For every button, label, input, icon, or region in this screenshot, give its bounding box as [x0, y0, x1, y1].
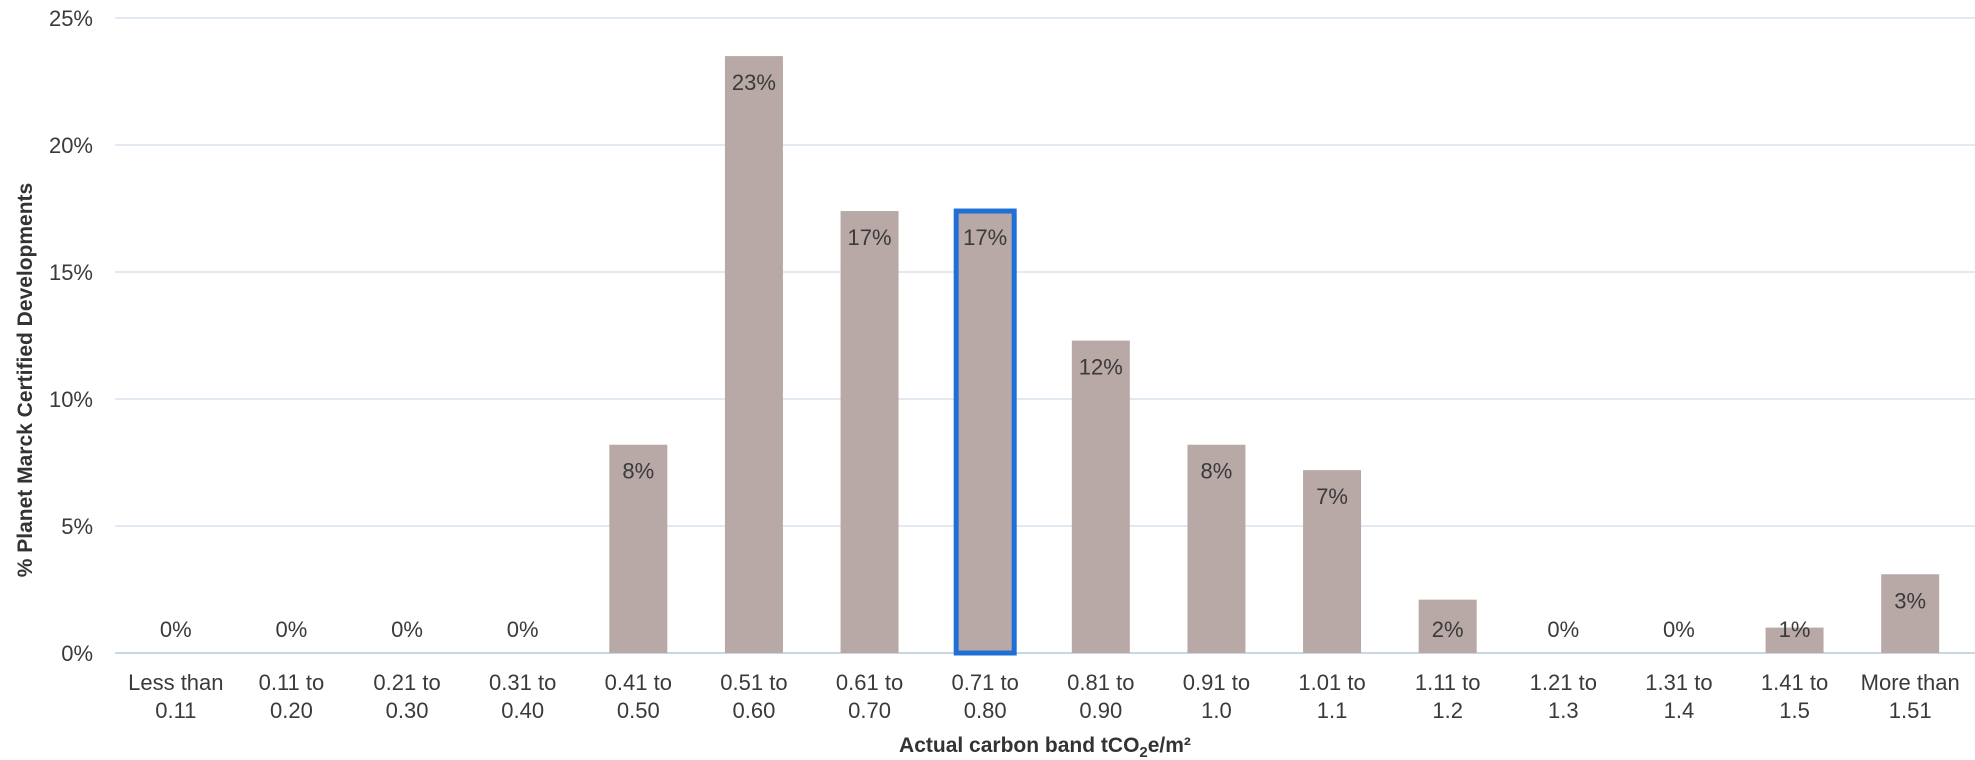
y-tick-label: 5%: [61, 514, 93, 539]
data-label: 8%: [622, 459, 654, 484]
y-tick-label: 0%: [61, 641, 93, 666]
bar: [953, 208, 1017, 656]
x-category-line: 0.30: [386, 698, 429, 723]
x-category-line: 0.40: [501, 698, 544, 723]
x-axis-categories: Less than 0.11 0.11 to 0.20 0.21 to 0.30 0.31 …: [128, 670, 1960, 723]
bar: [1071, 340, 1130, 653]
x-category-line: 1.1: [1317, 698, 1348, 723]
data-label: 0%: [160, 617, 192, 642]
x-category-line: 0.11 to: [259, 670, 325, 695]
x-category-line: 0.60: [733, 698, 776, 723]
x-axis-title-tail: e/m²: [1148, 734, 1191, 757]
bar: [1765, 627, 1824, 653]
x-category-line: 1.0: [1201, 698, 1232, 723]
data-labels: 0% 0% 0% 0% 8% 23% 17% 17% 12% 8% 7% 2% 0% 0% 1% 3%: [160, 70, 1926, 642]
x-category-line: 1.2: [1432, 698, 1463, 723]
x-category-line: 0.11: [155, 698, 196, 723]
x-category-line: 1.01 to: [1298, 670, 1365, 695]
data-label: 0%: [1663, 617, 1695, 642]
data-label: 2%: [1432, 617, 1464, 642]
bar: [609, 444, 668, 653]
y-tick-label: 25%: [49, 6, 93, 31]
data-label: 17%: [963, 225, 1007, 250]
x-category-line: 1.51: [1889, 698, 1932, 723]
data-label: 12%: [1079, 355, 1123, 380]
x-category-label: 1.01 to 1.1: [1298, 670, 1365, 723]
x-axis-title: Actual carbon band tCO2e/m²: [899, 734, 1191, 760]
y-tick-label: 10%: [49, 387, 93, 412]
data-label: 1%: [1779, 617, 1811, 642]
bar: [1418, 599, 1477, 653]
x-category-line: 1.31 to: [1645, 670, 1712, 695]
x-category-label: 1.11 to 1.2: [1415, 670, 1481, 723]
x-category-label: 0.71 to 0.80: [952, 670, 1019, 723]
y-axis-title: % Planet Marck Certified Developments: [14, 183, 37, 577]
x-category-label: More than 1.51: [1861, 670, 1960, 723]
data-label: 3%: [1894, 588, 1926, 613]
x-axis-title-subscript: 2: [1139, 744, 1147, 760]
x-category-line: More than: [1861, 670, 1960, 695]
bar: [724, 56, 783, 654]
x-category-line: 0.81 to: [1067, 670, 1134, 695]
x-category-label: 0.61 to 0.70: [836, 670, 903, 723]
data-label: 8%: [1201, 459, 1233, 484]
x-category-label: 0.51 to 0.60: [720, 670, 787, 723]
data-label: 17%: [848, 225, 892, 250]
bar: [1303, 470, 1362, 653]
x-category-line: 0.70: [848, 698, 891, 723]
x-category-line: 0.50: [617, 698, 660, 723]
gridlines: [115, 17, 1975, 654]
data-label: 23%: [732, 70, 776, 95]
data-label: 0%: [507, 617, 539, 642]
x-category-label: 0.81 to 0.90: [1067, 670, 1134, 723]
x-axis-title-main: Actual carbon band tCO: [899, 734, 1139, 757]
x-category-line: 0.31 to: [489, 670, 556, 695]
x-category-line: 1.11 to: [1415, 670, 1481, 695]
x-category-line: 1.3: [1548, 698, 1579, 723]
data-label: 7%: [1316, 484, 1348, 509]
x-category-label: 0.21 to 0.30: [373, 670, 440, 723]
x-category-label: Less than 0.11: [128, 670, 223, 723]
x-category-line: 0.20: [270, 698, 313, 723]
x-category-line: 1.41 to: [1761, 670, 1828, 695]
x-category-line: 0.41 to: [605, 670, 672, 695]
y-axis-ticks: 0% 5% 10% 15% 20% 25%: [49, 6, 93, 666]
bar: [1187, 444, 1246, 653]
x-category-label: 1.31 to 1.4: [1645, 670, 1712, 723]
x-category-line: Less than: [128, 670, 223, 695]
bar: [1881, 574, 1940, 653]
x-category-line: 1.5: [1779, 698, 1810, 723]
x-category-line: 1.4: [1664, 698, 1695, 723]
y-tick-label: 20%: [49, 133, 93, 158]
x-category-label: 0.31 to 0.40: [489, 670, 556, 723]
x-category-line: 0.61 to: [836, 670, 903, 695]
x-category-label: 0.41 to 0.50: [605, 670, 672, 723]
x-category-line: 0.91 to: [1183, 670, 1250, 695]
bars: [609, 56, 1940, 656]
data-label: 0%: [391, 617, 423, 642]
x-category-line: 0.90: [1079, 698, 1122, 723]
x-category-label: 1.21 to 1.3: [1530, 670, 1597, 723]
x-category-line: 0.51 to: [720, 670, 787, 695]
data-label: 0%: [1547, 617, 1579, 642]
x-category-line: 1.21 to: [1530, 670, 1597, 695]
x-category-line: 0.21 to: [373, 670, 440, 695]
x-category-line: 0.71 to: [952, 670, 1019, 695]
x-category-line: 0.80: [964, 698, 1007, 723]
bar: [840, 211, 899, 654]
x-category-label: 0.91 to 1.0: [1183, 670, 1250, 723]
data-label: 0%: [276, 617, 308, 642]
y-tick-label: 15%: [49, 260, 93, 285]
x-category-label: 1.41 to 1.5: [1761, 670, 1828, 723]
x-category-label: 0.11 to 0.20: [259, 670, 325, 723]
